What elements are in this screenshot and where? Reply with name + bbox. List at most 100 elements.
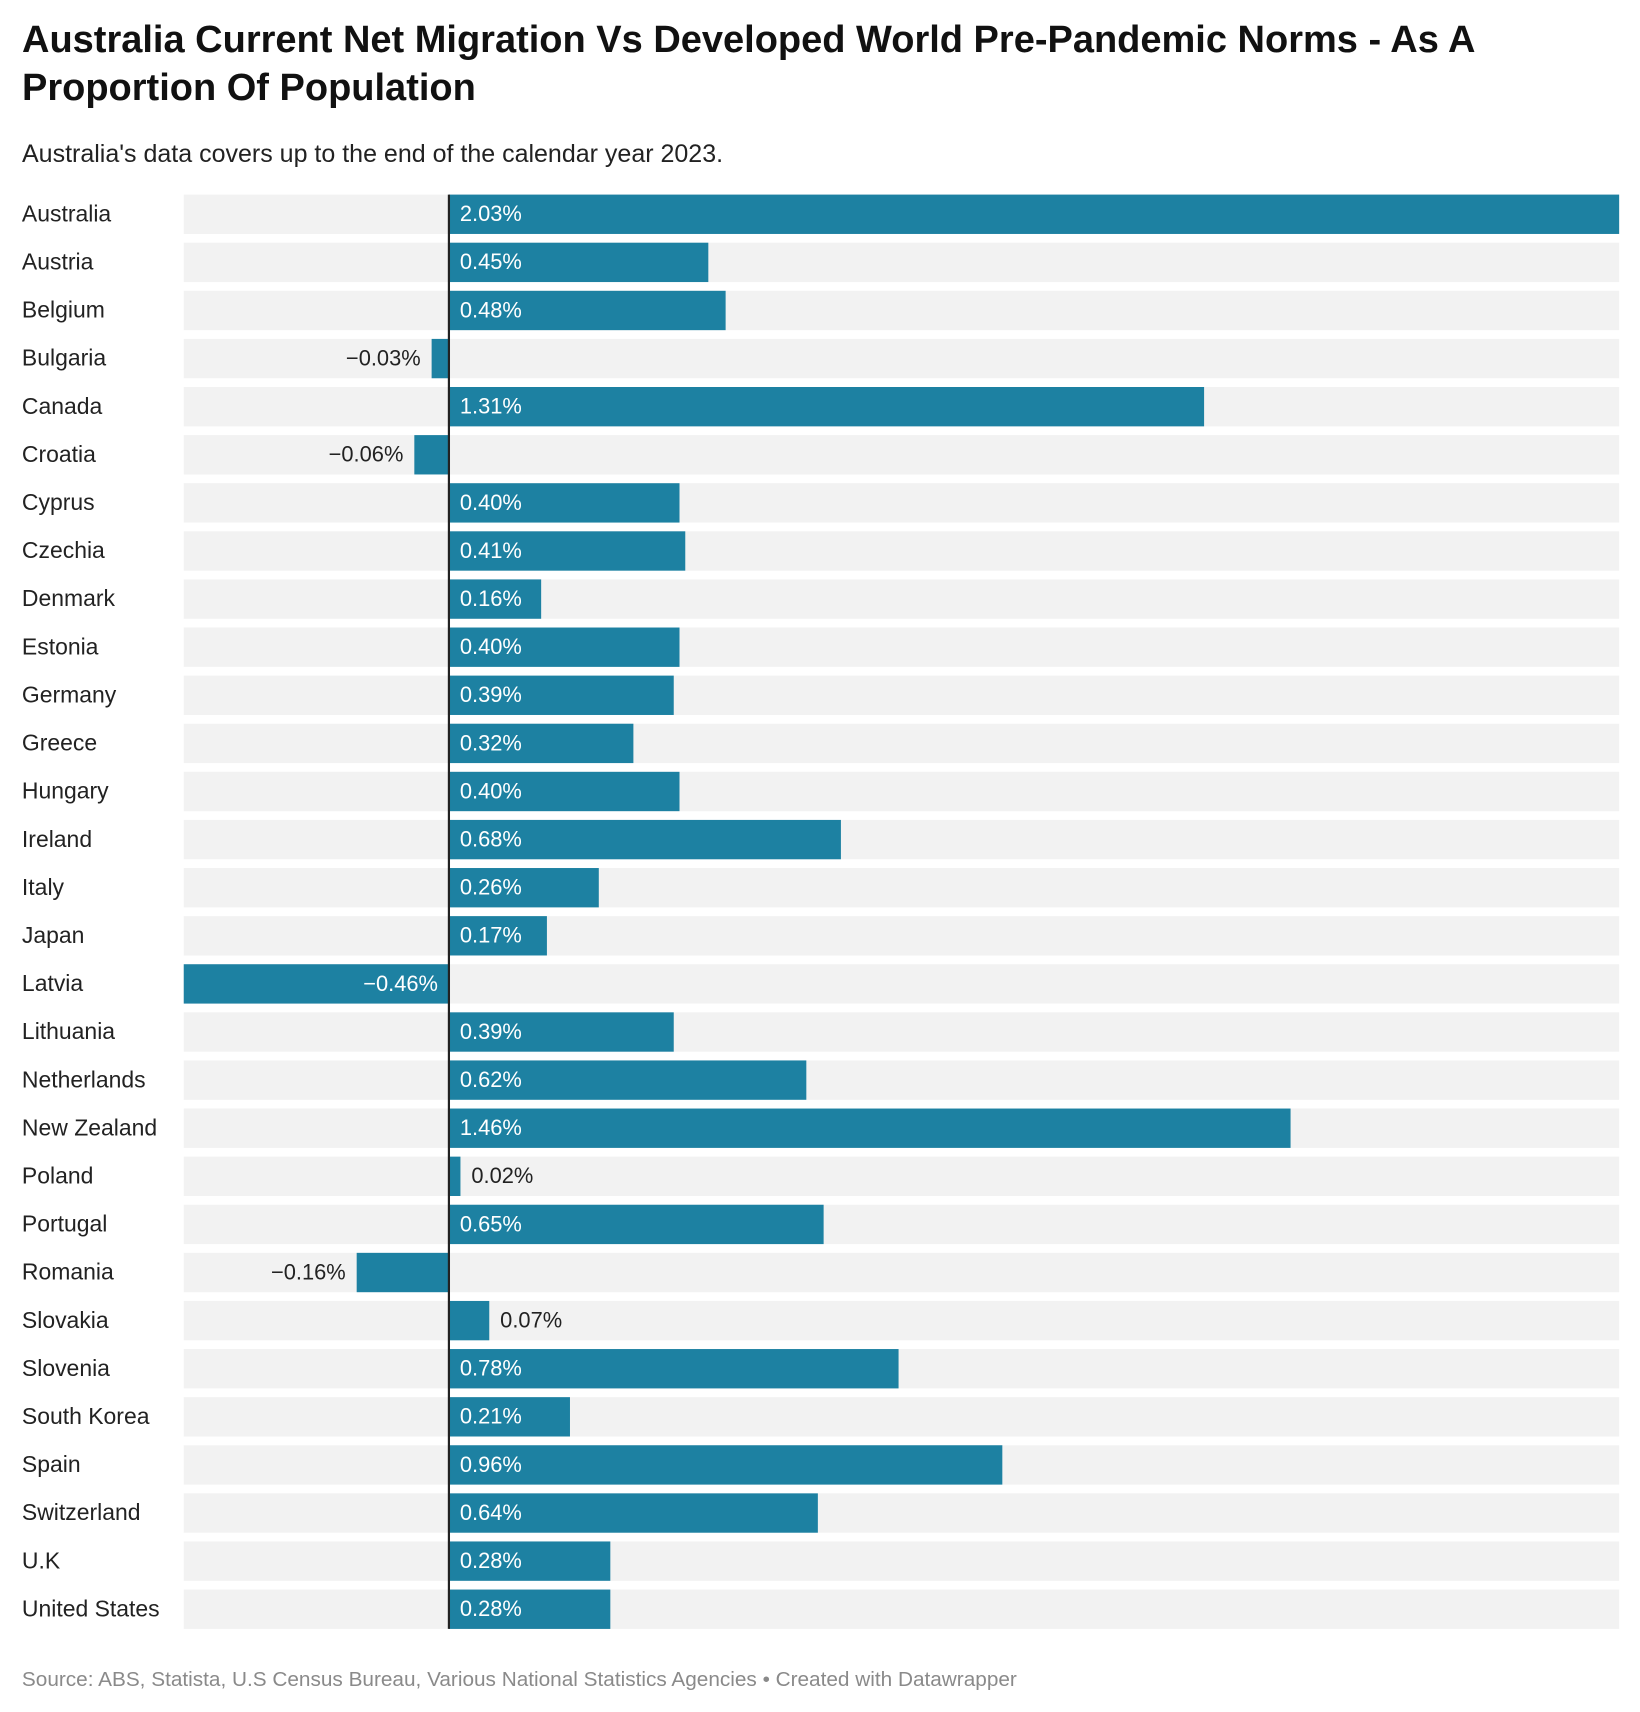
- category-label: Croatia: [22, 441, 96, 467]
- category-label: Austria: [22, 249, 94, 275]
- row-background: [183, 290, 1620, 331]
- category-label: Spain: [22, 1451, 81, 1477]
- bar: [448, 819, 841, 860]
- row-background: [183, 868, 1620, 908]
- row-background: [183, 675, 1620, 715]
- value-label: −0.16%: [271, 1259, 346, 1284]
- bar: [448, 771, 680, 812]
- category-label: Australia: [22, 200, 111, 226]
- value-label: −0.03%: [346, 345, 421, 370]
- value-label: −0.46%: [363, 971, 438, 996]
- value-label: 1.46%: [460, 1115, 522, 1140]
- value-label: 0.40%: [460, 778, 522, 803]
- bar: [448, 290, 726, 331]
- value-label: 0.40%: [460, 634, 522, 659]
- category-label: Ireland: [22, 826, 92, 852]
- value-label: 0.45%: [460, 249, 522, 274]
- bar: [448, 1012, 674, 1052]
- bar: [448, 1445, 1003, 1485]
- row-background: [183, 1589, 1620, 1629]
- category-label: Slovenia: [22, 1355, 110, 1381]
- category-label: Germany: [22, 681, 117, 707]
- row-background: [183, 1012, 1620, 1052]
- category-label: Denmark: [22, 585, 116, 611]
- category-label: Estonia: [22, 633, 99, 659]
- value-label: 0.65%: [460, 1211, 522, 1236]
- value-label: 0.16%: [460, 586, 522, 611]
- bar: [448, 1541, 611, 1581]
- category-label: Bulgaria: [22, 345, 106, 371]
- row-background: [183, 723, 1620, 764]
- value-label: 0.28%: [460, 1548, 522, 1573]
- bar: [414, 435, 449, 475]
- bar: [448, 1397, 570, 1437]
- bar: [448, 723, 634, 764]
- value-label: 0.96%: [460, 1452, 522, 1477]
- row-background: [183, 1204, 1620, 1245]
- value-label: 1.31%: [460, 394, 522, 419]
- value-label: 0.62%: [460, 1067, 522, 1092]
- category-label: Greece: [22, 730, 97, 756]
- bar: [448, 1156, 461, 1196]
- chart-title: Australia Current Net Migration Vs Devel…: [22, 19, 1475, 109]
- category-label: Italy: [22, 874, 65, 900]
- row-background: [183, 1493, 1620, 1533]
- row-background: [183, 819, 1620, 860]
- category-label: Belgium: [22, 297, 105, 323]
- bar: [448, 1204, 824, 1245]
- value-label: 0.40%: [460, 490, 522, 515]
- category-label: South Korea: [22, 1403, 150, 1429]
- value-label: 0.39%: [460, 682, 522, 707]
- value-label: 0.68%: [460, 826, 522, 851]
- row-background: [183, 1397, 1620, 1437]
- category-label: Czechia: [22, 537, 105, 563]
- row-background: [183, 627, 1620, 667]
- bar: [448, 531, 686, 571]
- category-label: U.K: [22, 1547, 61, 1573]
- category-label: Cyprus: [22, 489, 95, 515]
- value-label: 0.48%: [460, 297, 522, 322]
- bar: [431, 338, 449, 379]
- bar: [448, 1060, 807, 1100]
- row-background: [183, 771, 1620, 812]
- category-label: Romania: [22, 1259, 114, 1285]
- category-label: United States: [22, 1595, 160, 1621]
- row-background: [183, 1541, 1620, 1581]
- value-label: 0.39%: [460, 1019, 522, 1044]
- bar: [448, 242, 709, 283]
- bar: [448, 675, 674, 715]
- bar: [448, 387, 1205, 427]
- bar: [448, 483, 680, 523]
- category-label: Poland: [22, 1162, 93, 1188]
- bar: [448, 1493, 818, 1533]
- bar: [448, 1349, 899, 1389]
- row-background: [183, 1060, 1620, 1100]
- value-label: 0.32%: [460, 730, 522, 755]
- bar: [448, 194, 1620, 234]
- value-label: 0.64%: [460, 1500, 522, 1525]
- bar: [448, 1589, 611, 1629]
- value-label: 0.41%: [460, 538, 522, 563]
- bar: [448, 916, 547, 956]
- category-label: Slovakia: [22, 1307, 109, 1333]
- category-label: Hungary: [22, 778, 109, 804]
- value-label: −0.06%: [329, 442, 404, 467]
- bar: [448, 1300, 490, 1341]
- bar: [448, 1108, 1291, 1148]
- bar: [183, 964, 449, 1004]
- bar: [448, 627, 680, 667]
- source-note: Source: ABS, Statista, U.S Census Bureau…: [22, 1668, 1017, 1691]
- row-background: [183, 483, 1620, 523]
- row-background: [183, 242, 1620, 283]
- category-label: Canada: [22, 393, 103, 419]
- bar: [448, 579, 542, 619]
- row-background: [183, 1349, 1620, 1389]
- category-label: New Zealand: [22, 1114, 157, 1140]
- value-label: 0.17%: [460, 923, 522, 948]
- category-label: Lithuania: [22, 1018, 115, 1044]
- bar: [356, 1252, 449, 1293]
- row-background: [183, 579, 1620, 619]
- value-label: 0.28%: [460, 1596, 522, 1621]
